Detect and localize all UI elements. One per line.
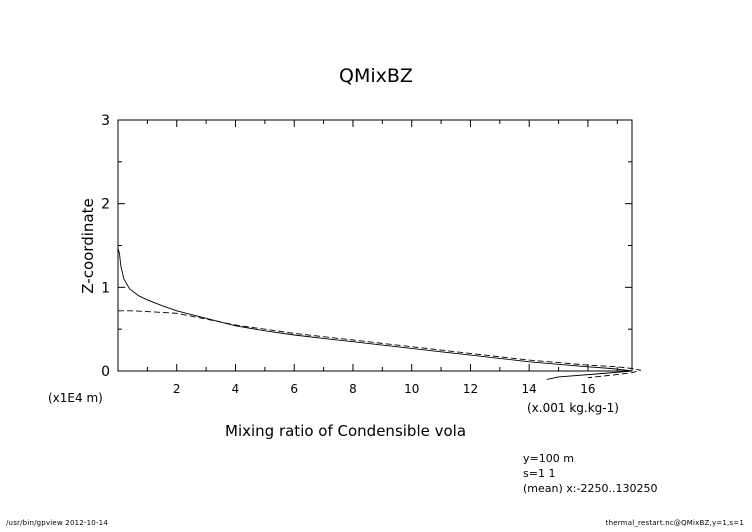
y-axis-unit: (x1E4 m) xyxy=(48,391,103,405)
x-tick-label: 12 xyxy=(463,382,478,396)
plot-frame xyxy=(117,119,633,372)
chart-title: QMixBZ xyxy=(339,65,413,87)
series-line-dashed xyxy=(118,310,641,379)
footer-source: thermal_restart.nc@QMixBZ,y=1,s=1 xyxy=(605,519,744,527)
x-tick-label: 8 xyxy=(349,382,357,396)
x-tick-label: 16 xyxy=(580,382,595,396)
x-tick-label: 4 xyxy=(232,382,240,396)
series-layer xyxy=(117,247,641,380)
x-axis-ticks: 2 4 6 8 10 12 14 16 xyxy=(146,120,618,396)
y-tick-label: 0 xyxy=(101,364,110,380)
series-line-solid xyxy=(117,247,633,380)
y-tick-label: 1 xyxy=(101,280,110,296)
x-tick-label: 2 xyxy=(173,382,181,396)
x-tick-label: 6 xyxy=(290,382,298,396)
footer-command: /usr/bin/gpview 2012-10-14 xyxy=(6,519,108,527)
x-axis-unit: (x.001 kg.kg-1) xyxy=(527,401,619,415)
x-tick-label: 10 xyxy=(404,382,419,396)
annotation-y: y=100 m xyxy=(523,452,574,465)
y-axis-label: Z-coordinate xyxy=(79,198,97,293)
annotation-mean: (mean) x:-2250..130250 xyxy=(523,482,657,495)
x-tick-label: 14 xyxy=(522,382,537,396)
annotation-s: s=1 1 xyxy=(523,467,555,480)
x-axis-label: Mixing ratio of Condensible vola xyxy=(225,422,466,440)
y-tick-label: 3 xyxy=(101,113,110,129)
y-tick-label: 2 xyxy=(101,197,110,213)
y-axis-ticks: 0 1 2 3 xyxy=(101,113,632,380)
